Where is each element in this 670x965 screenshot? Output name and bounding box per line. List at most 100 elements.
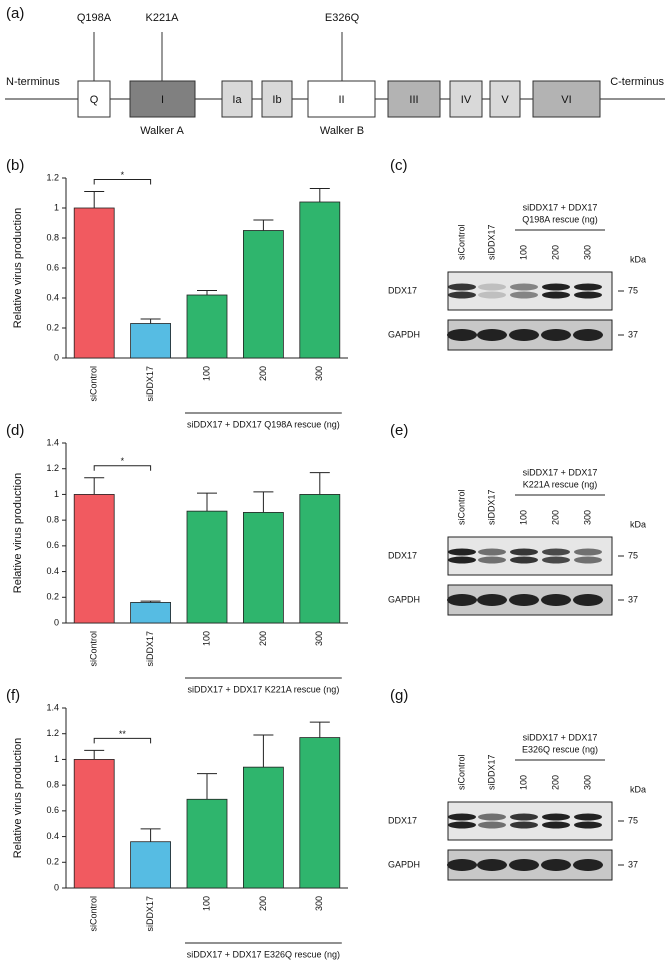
- bar: [186, 798, 228, 889]
- blot-band: [448, 283, 476, 291]
- blot-band: [542, 548, 570, 556]
- bar: [73, 759, 115, 889]
- blot-band: [510, 283, 538, 291]
- bar: [299, 201, 341, 359]
- y-tick-label: 0.4: [46, 292, 59, 302]
- blot-band: [447, 594, 477, 606]
- y-tick-label: 0: [54, 617, 59, 627]
- y-tick-label: 1.4: [46, 702, 59, 712]
- bar: [186, 510, 228, 624]
- mutation-label: E326Q: [325, 12, 360, 24]
- significance: *: [121, 170, 125, 180]
- panel-label: (f): [6, 687, 20, 704]
- lane-label: siDDX17: [486, 754, 496, 790]
- domain-label: II: [338, 94, 344, 106]
- blot-band: [574, 283, 602, 291]
- blot-band: [477, 594, 507, 606]
- blot-band: [477, 329, 507, 341]
- blot-band: [478, 813, 506, 821]
- n-terminus: N-terminus: [6, 76, 60, 88]
- blot-band: [542, 556, 570, 564]
- blot-band: [448, 821, 476, 829]
- blot-band: [447, 329, 477, 341]
- x-tick-label: siControl: [89, 366, 99, 402]
- domain-label: Ia: [232, 94, 242, 106]
- domain-label: III: [409, 94, 418, 106]
- y-tick-label: 0: [54, 882, 59, 892]
- row-label: GAPDH: [388, 859, 420, 869]
- lane-label: 300: [582, 775, 592, 790]
- marker-label: 75: [628, 285, 638, 295]
- bar: [242, 766, 284, 889]
- panel-label: (g): [390, 687, 408, 704]
- domain-label: Q: [90, 94, 99, 106]
- lane-label: 100: [518, 775, 528, 790]
- blot-box: [447, 801, 613, 841]
- blot-band: [510, 291, 538, 299]
- group-label: siDDX17 + DDX17 E326Q rescue (ng): [187, 949, 340, 959]
- blot-band: [510, 821, 538, 829]
- x-tick-label: 100: [201, 366, 211, 381]
- domain-label: I: [161, 94, 164, 106]
- lane-label: siDDX17: [486, 489, 496, 525]
- x-tick-label: 200: [258, 631, 268, 646]
- domain-box: [489, 80, 521, 118]
- blot-band: [574, 813, 602, 821]
- mutation-label: Q198A: [77, 12, 112, 24]
- blot-band: [478, 556, 506, 564]
- blot-band: [542, 813, 570, 821]
- y-tick-label: 1: [54, 489, 59, 499]
- error-bar: [309, 472, 330, 495]
- panel-label: (e): [390, 422, 408, 439]
- x-tick-label: siControl: [89, 896, 99, 932]
- blot-band: [573, 859, 603, 871]
- lane-label: 200: [550, 245, 560, 260]
- blot-band: [542, 283, 570, 291]
- bar: [186, 294, 228, 359]
- blot-header: K221A rescue (ng): [523, 479, 598, 489]
- y-tick-label: 0.8: [46, 232, 59, 242]
- bar: [130, 602, 172, 624]
- blot-header: siDDX17 + DDX17: [523, 202, 598, 212]
- row-label: DDX17: [388, 815, 417, 825]
- y-tick-label: 0.8: [46, 515, 59, 525]
- group-label: siDDX17 + DDX17 Q198A rescue (ng): [187, 419, 340, 429]
- blot-band: [574, 556, 602, 564]
- error-bar: [140, 600, 161, 603]
- y-tick-label: 0.2: [46, 322, 59, 332]
- bar: [130, 841, 172, 889]
- domain-box: [449, 80, 483, 118]
- blot-band: [541, 594, 571, 606]
- error-bar: [140, 318, 161, 324]
- significance-bracket: [93, 465, 152, 471]
- domain-box: [532, 80, 601, 118]
- error-bar: [140, 828, 161, 842]
- domain-box: [129, 80, 196, 118]
- y-tick-label: 0.8: [46, 780, 59, 790]
- blot-box: [447, 536, 613, 576]
- x-tick-label: siDDX17: [145, 631, 155, 667]
- y-tick-label: 1.2: [46, 172, 59, 182]
- x-tick-label: 100: [201, 896, 211, 911]
- blot-unit: kDa: [630, 519, 646, 529]
- marker-label: 75: [628, 550, 638, 560]
- x-tick-label: 300: [314, 366, 324, 381]
- blot-band: [510, 548, 538, 556]
- x-tick-label: siDDX17: [145, 896, 155, 932]
- bar: [242, 230, 284, 359]
- error-bar: [84, 749, 105, 760]
- y-tick-label: 0.4: [46, 566, 59, 576]
- y-tick-label: 1.2: [46, 728, 59, 738]
- blot-band: [509, 859, 539, 871]
- domain-label: VI: [561, 94, 571, 106]
- row-label: GAPDH: [388, 594, 420, 604]
- y-tick-label: 0.2: [46, 857, 59, 867]
- y-tick-label: 0.6: [46, 540, 59, 550]
- y-axis-label: Relative virus production: [12, 473, 24, 593]
- panel-label: (c): [390, 157, 408, 174]
- row-label: DDX17: [388, 550, 417, 560]
- blot-band: [541, 329, 571, 341]
- bar: [299, 737, 341, 889]
- c-terminus: C-terminus: [610, 76, 664, 88]
